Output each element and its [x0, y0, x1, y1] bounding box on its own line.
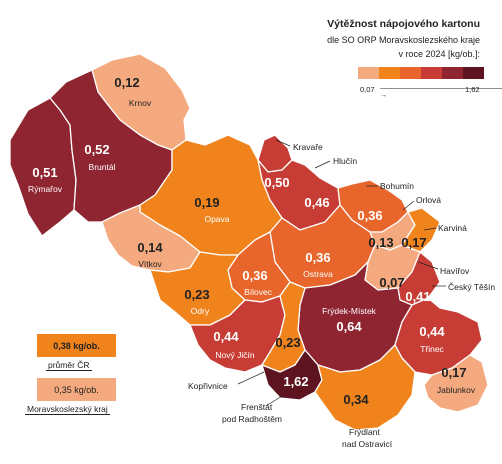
benchmark-kraj-box: 0,35 kg/ob.: [37, 378, 116, 401]
label-bohumin: Bohumín: [380, 181, 414, 191]
legend-title: Výtěžnost nápojového kartonu: [327, 18, 480, 30]
leader-koprivnice: [237, 371, 265, 385]
benchmark-cr-box: 0,38 kg/ob.: [37, 334, 116, 357]
label-ostrava: Ostrava: [303, 269, 333, 279]
value-frydlant: 0,34: [343, 392, 369, 407]
benchmark-cr-label: průměr ČR: [46, 360, 92, 371]
value-havirov: 0,07: [379, 275, 404, 290]
leader-karvina: [423, 227, 437, 231]
value-hlucin: 0,46: [304, 195, 329, 210]
legend-swatch-5: [442, 67, 463, 79]
value-orlova: 0,13: [368, 235, 393, 250]
label-odry: Odry: [191, 306, 210, 316]
value-trinec: 0,44: [419, 324, 445, 339]
label-vitkov: Vítkov: [138, 259, 162, 269]
legend-swatch-2: [379, 67, 400, 79]
legend-swatch-3: [400, 67, 421, 79]
label-karvina: Karviná: [438, 223, 467, 233]
value-bilovec: 0,36: [242, 268, 267, 283]
leader-hlucin: [314, 160, 331, 169]
label-bilovec: Bílovec: [244, 287, 273, 297]
legend-min-label: 0,07: [360, 85, 375, 94]
value-ostrava: 0,36: [305, 250, 330, 265]
leader-havirov: [417, 261, 439, 270]
label-havirov: Havířov: [440, 266, 470, 276]
leader-kravare: [275, 139, 291, 147]
value-frydek-mistek: 0,64: [336, 319, 362, 334]
label-jablunkov: Jablunkov: [437, 385, 476, 395]
legend-subtitle-2: v roce 2024 [kg/ob.]:: [398, 49, 480, 59]
region-karvina[interactable]: [401, 207, 441, 253]
region-jablunkov[interactable]: [423, 354, 489, 413]
label-bruntal: Bruntál: [89, 162, 116, 172]
label-cesky-tesin: Český Těšín: [448, 282, 495, 292]
leader-frenstat: [265, 395, 283, 407]
value-bohumin: 0,36: [357, 208, 382, 223]
label-frenstat-1: Frenštát: [241, 402, 273, 412]
label-frydek-mistek: Frýdek-Místek: [322, 306, 377, 316]
legend-color-scale: [358, 67, 484, 79]
label-frydlant-1: Frýdlant: [349, 427, 380, 437]
benchmark-kraj-label: Moravskoslezský kraj: [25, 404, 110, 415]
legend-max-label: 1,62: [465, 85, 480, 94]
label-novy-jicin: Nový Jičín: [215, 350, 254, 360]
label-rymarov: Rýmařov: [28, 184, 63, 194]
value-odry: 0,23: [184, 287, 209, 302]
label-kravare: Kravaře: [293, 142, 323, 152]
value-opava: 0,19: [194, 195, 219, 210]
legend-subtitle-1: dle SO ORP Moravskoslezského kraje: [327, 35, 480, 45]
value-cesky-tesin: 0,41: [405, 289, 430, 304]
value-frenstat: 1,62: [283, 374, 308, 389]
region-frydlant[interactable]: [314, 344, 416, 431]
value-krnov: 0,12: [114, 75, 139, 90]
value-karvina: 0,17: [401, 235, 426, 250]
legend-arrow-icon: ——————————————————→: [380, 85, 502, 99]
value-kravare: 0,50: [264, 175, 289, 190]
label-krnov: Krnov: [129, 98, 152, 108]
legend-swatch-6: [463, 67, 484, 79]
value-jablunkov: 0,17: [441, 365, 466, 380]
value-koprivnice: 0,23: [275, 335, 300, 350]
leader-orlova: [402, 200, 415, 211]
value-vitkov: 0,14: [137, 240, 163, 255]
legend-swatch-1: [358, 67, 379, 79]
label-opava: Opava: [204, 214, 229, 224]
value-bruntal: 0,52: [84, 142, 109, 157]
label-koprivnice: Kopřivnice: [188, 381, 228, 391]
label-trinec: Třinec: [420, 344, 444, 354]
label-orlova: Orlová: [416, 195, 441, 205]
value-novy-jicin: 0,44: [213, 329, 239, 344]
label-frenstat-2: pod Radhoštěm: [222, 414, 282, 424]
label-frydlant-2: nad Ostravicí: [342, 439, 393, 449]
value-rymarov: 0,51: [32, 165, 57, 180]
legend-swatch-4: [421, 67, 442, 79]
region-odry[interactable]: [149, 251, 246, 326]
label-hlucin: Hlučín: [333, 156, 357, 166]
